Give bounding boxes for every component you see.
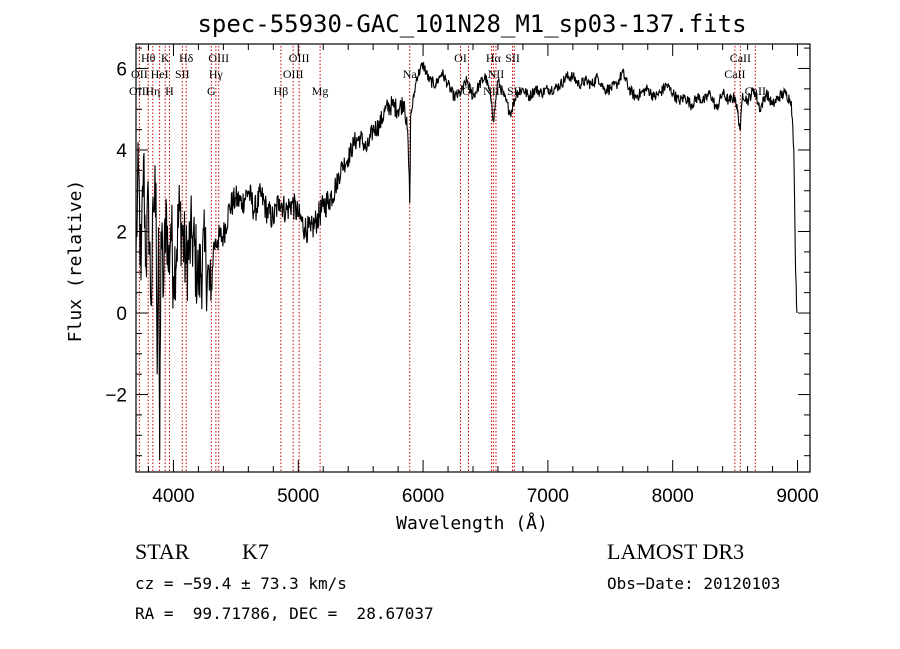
- line-label: H: [165, 84, 174, 98]
- line-label: Hθ: [141, 51, 156, 65]
- y-tick-label: 2: [116, 223, 127, 244]
- plot-frame: [135, 43, 811, 473]
- spectrum-series: [135, 61, 798, 460]
- x-tick-label: 9000: [776, 486, 818, 507]
- line-label: NII: [483, 84, 500, 98]
- line-label: CaII: [730, 51, 751, 65]
- y-axis: −2 0 2 4 6: [105, 47, 810, 457]
- line-label: OIII: [129, 84, 150, 98]
- y-tick-label: −2: [105, 386, 127, 407]
- y-tick-label: 4: [116, 141, 127, 162]
- line-label: Mg: [312, 84, 329, 98]
- x-tick-label: 4000: [152, 486, 194, 507]
- x-tick-label: 5000: [277, 486, 319, 507]
- x-tick-label: 7000: [527, 486, 569, 507]
- line-label: OIII: [283, 67, 304, 81]
- line-label: SII: [175, 67, 190, 81]
- line-label: OIII: [208, 51, 229, 65]
- line-label: CaII: [724, 67, 745, 81]
- x-axis-label: Wavelength (Å): [396, 512, 548, 534]
- line-label: OII: [131, 67, 148, 81]
- y-tick-label: 6: [116, 59, 127, 80]
- line-label: CaII: [745, 84, 766, 98]
- object-subclass: K7: [242, 539, 269, 564]
- spectrum-line: [135, 61, 798, 460]
- line-label: Hα: [486, 51, 502, 65]
- line-label: OI: [462, 84, 475, 98]
- line-label: Hδ: [179, 51, 194, 65]
- observation-date: Obs−Date: 20120103: [607, 574, 781, 593]
- line-label: OI: [454, 51, 467, 65]
- survey-name: LAMOST DR3: [607, 539, 745, 564]
- line-label: OIII: [289, 51, 310, 65]
- line-label: G: [207, 84, 216, 98]
- y-tick-label: 0: [116, 304, 127, 325]
- line-markers: [138, 46, 756, 472]
- chart-title: spec-55930-GAC_101N28_M1_sp03-137.fits: [197, 10, 746, 38]
- line-label: HeI: [151, 67, 169, 81]
- line-label: Hη: [145, 84, 160, 98]
- line-label: K: [161, 51, 170, 65]
- x-tick-label: 8000: [652, 486, 694, 507]
- x-axis: 4000 5000 6000 7000 8000 9000: [147, 44, 819, 507]
- line-label: Hγ: [209, 67, 224, 81]
- line-label: Hβ: [274, 84, 289, 98]
- x-tick-label: 6000: [402, 486, 444, 507]
- redshift-value: cz = −59.4 ± 73.3 km/s: [135, 574, 347, 593]
- object-class: STAR: [135, 539, 190, 564]
- line-label: SII: [505, 51, 520, 65]
- line-label: Na: [403, 67, 418, 81]
- y-axis-label: Flux (relative): [65, 180, 86, 343]
- line-label: SII: [507, 84, 522, 98]
- coordinates: RA = 99.71786, DEC = 28.67037: [135, 604, 434, 623]
- line-label: NII: [488, 67, 505, 81]
